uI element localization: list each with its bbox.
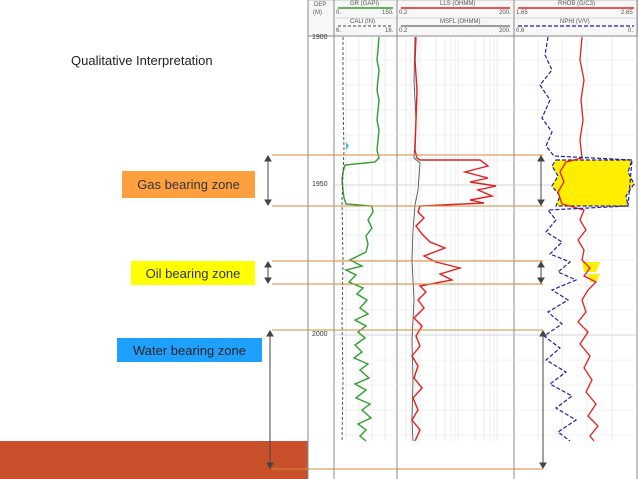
nphi-header-min: 0.6 [516,28,525,34]
nphi-header-label: NPHI (V/V) [560,19,590,25]
depth-label-1950: 1950 [312,181,328,188]
lls-curve [411,36,497,442]
lls-header-max: 200. [499,10,511,16]
oil-zone-label: Oil bearing zone [131,261,255,285]
rhob-curve [557,36,599,442]
rhob-header-min: 1.65 [516,10,528,16]
gas-fill [551,159,635,207]
cali-curve [341,37,345,442]
nphi-curve [539,36,633,442]
depth-label-2000: 2000 [312,331,328,338]
depth-label-1900: 1900 [312,34,328,41]
gr-header-max: 150. [382,10,394,16]
gr-header-label: GR (GAPI) [350,1,380,7]
cali-header-max: 16. [385,28,394,34]
depth-header-unit: (M) [313,10,322,16]
rhob-header-label: RHOB (G/C3) [558,1,596,7]
gr-header-min: 0. [336,10,342,16]
gas-zone-label: Gas bearing zone [122,171,255,198]
nphi-header-max: 0. [628,28,634,34]
rhob-header-max: 2.65 [621,10,633,16]
msfl-header-max: 200. [499,28,511,34]
msfl-header-label: MSFL (OHMM) [440,19,481,25]
cali-header-label: CALI (IN) [350,19,376,25]
water-zone-label: Water bearing zone [117,338,262,362]
page-title: Qualitative Interpretation [71,53,213,68]
cali-header-min: 6. [336,28,342,34]
lls-header-min: 0.2 [399,10,408,16]
depth-header-label: DEP [314,2,327,8]
gr-curve [341,36,380,442]
lls-header-label: LLS (OHMM) [440,1,476,7]
msfl-header-min: 0.2 [399,28,408,34]
